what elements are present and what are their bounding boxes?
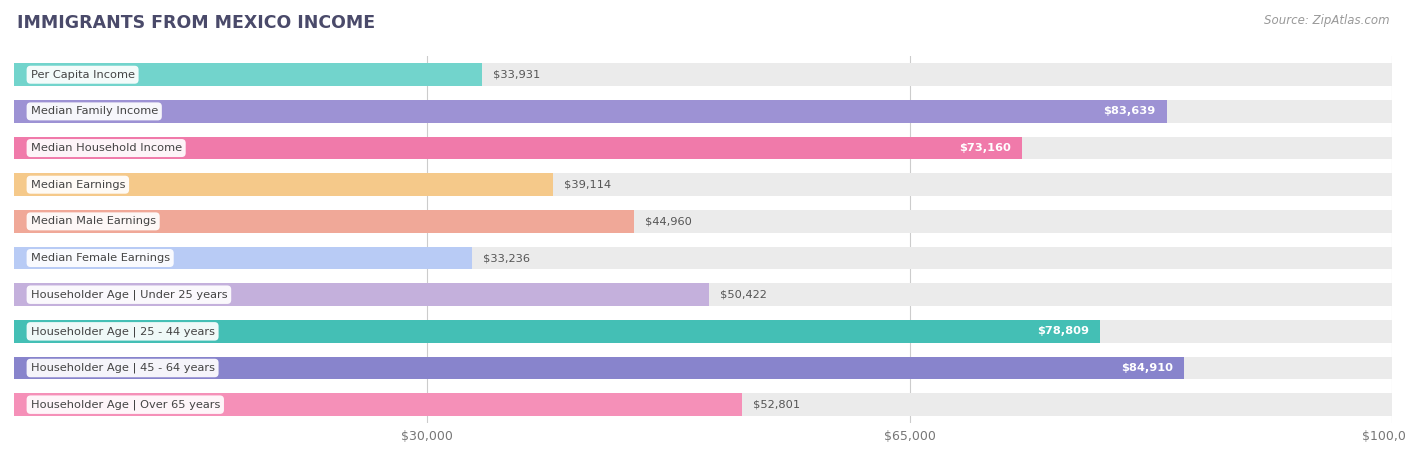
Bar [14,173,553,196]
Bar [14,320,1392,343]
Text: $84,910: $84,910 [1121,363,1173,373]
Bar [14,283,1392,306]
Text: Median Male Earnings: Median Male Earnings [31,216,156,227]
Text: $39,114: $39,114 [564,180,612,190]
Bar [14,210,634,233]
Text: Median Female Earnings: Median Female Earnings [31,253,170,263]
Bar [14,393,741,416]
Text: Source: ZipAtlas.com: Source: ZipAtlas.com [1264,14,1389,27]
Bar [14,100,1167,123]
Bar [14,247,472,269]
Bar [14,283,709,306]
Text: $83,639: $83,639 [1104,106,1156,117]
Text: $52,801: $52,801 [752,400,800,410]
Text: $78,809: $78,809 [1038,326,1088,337]
Bar [14,320,1099,343]
Bar [14,247,1392,269]
Text: IMMIGRANTS FROM MEXICO INCOME: IMMIGRANTS FROM MEXICO INCOME [17,14,375,32]
Bar [14,63,1392,86]
Text: $44,960: $44,960 [644,216,692,227]
Bar [14,137,1392,159]
Bar [14,173,1392,196]
Bar [14,357,1392,379]
Bar [14,137,1022,159]
Text: Householder Age | 25 - 44 years: Householder Age | 25 - 44 years [31,326,215,337]
Bar [14,210,1392,233]
Bar [14,63,482,86]
Text: Householder Age | Under 25 years: Householder Age | Under 25 years [31,290,228,300]
Bar [14,100,1392,123]
Text: Median Earnings: Median Earnings [31,180,125,190]
Bar [14,393,1392,416]
Text: $73,160: $73,160 [959,143,1011,153]
Text: Median Household Income: Median Household Income [31,143,181,153]
Text: $33,931: $33,931 [492,70,540,80]
Text: $33,236: $33,236 [484,253,530,263]
Text: Per Capita Income: Per Capita Income [31,70,135,80]
Text: Householder Age | 45 - 64 years: Householder Age | 45 - 64 years [31,363,215,373]
Text: Median Family Income: Median Family Income [31,106,157,117]
Bar [14,357,1184,379]
Text: Householder Age | Over 65 years: Householder Age | Over 65 years [31,400,219,410]
Text: $50,422: $50,422 [720,290,766,300]
